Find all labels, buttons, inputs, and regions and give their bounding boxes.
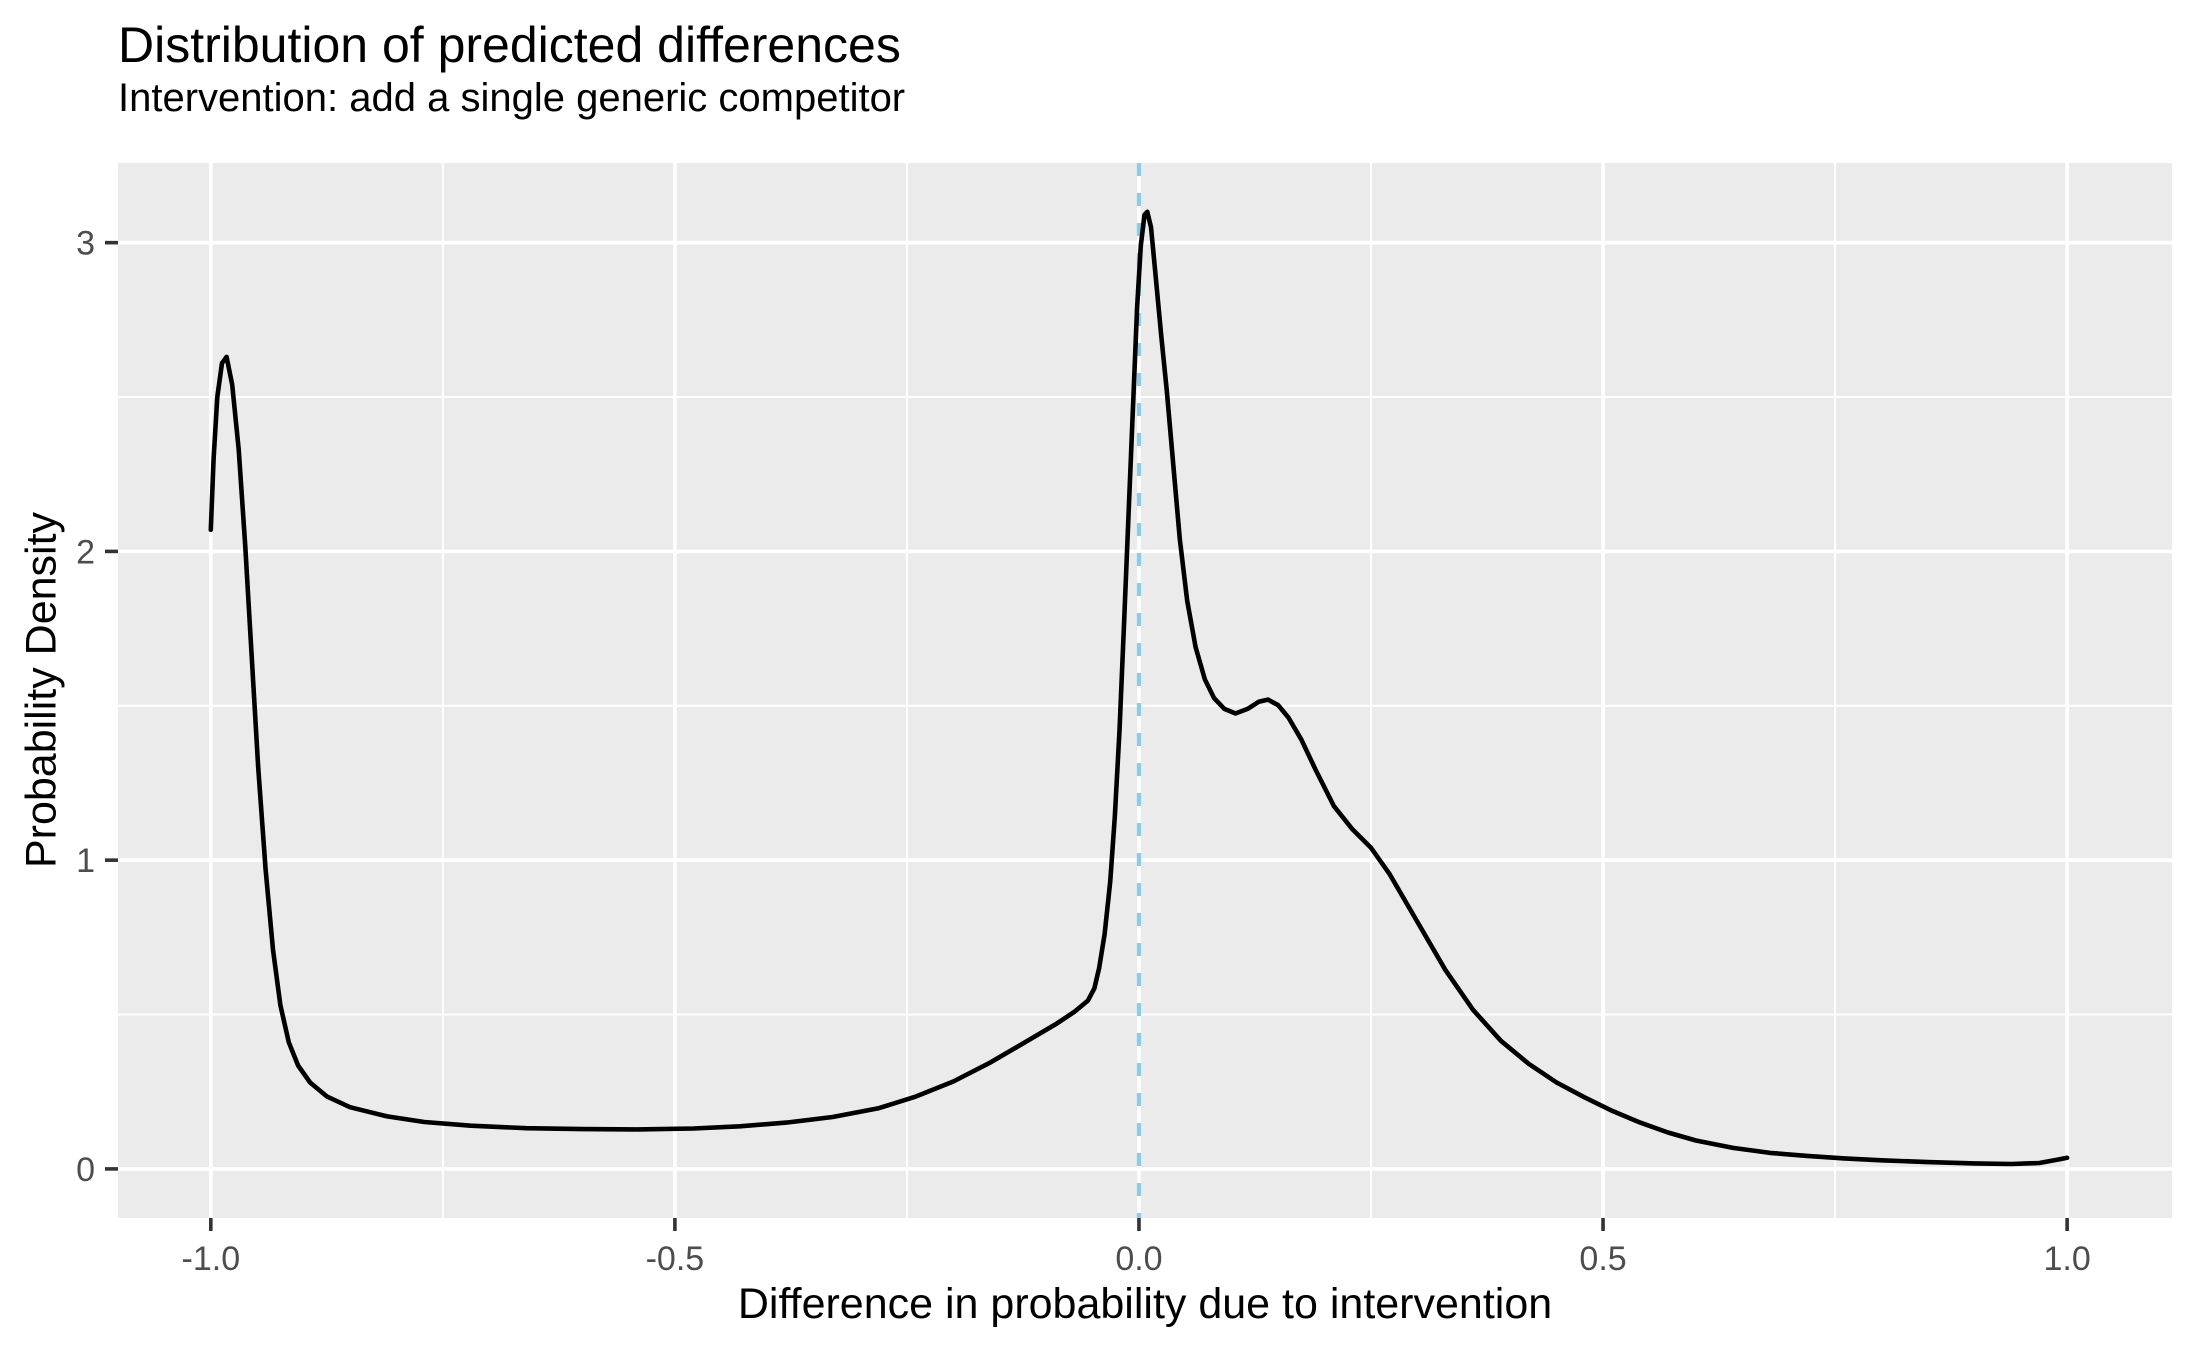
y-axis-title: Probability Density	[17, 511, 66, 869]
y-tick-label: 3	[76, 225, 95, 263]
page-subtitle: Intervention: add a single generic compe…	[118, 76, 906, 120]
x-tick-label: 0.0	[1115, 1240, 1162, 1278]
x-tick-label: -0.5	[646, 1240, 705, 1278]
page-title: Distribution of predicted differences	[118, 17, 901, 73]
y-tick-label: 1	[76, 842, 95, 880]
x-axis-title: Difference in probability due to interve…	[737, 1280, 1553, 1328]
plot-panel	[118, 163, 2172, 1218]
density-curve	[208, 209, 2070, 1167]
y-tick-label: 0	[76, 1151, 95, 1189]
y-tick-label: 2	[76, 533, 95, 571]
x-tick-label: 1.0	[2043, 1240, 2090, 1278]
x-tick-label: -1.0	[182, 1240, 241, 1278]
x-tick-label: 0.5	[1579, 1240, 1626, 1278]
